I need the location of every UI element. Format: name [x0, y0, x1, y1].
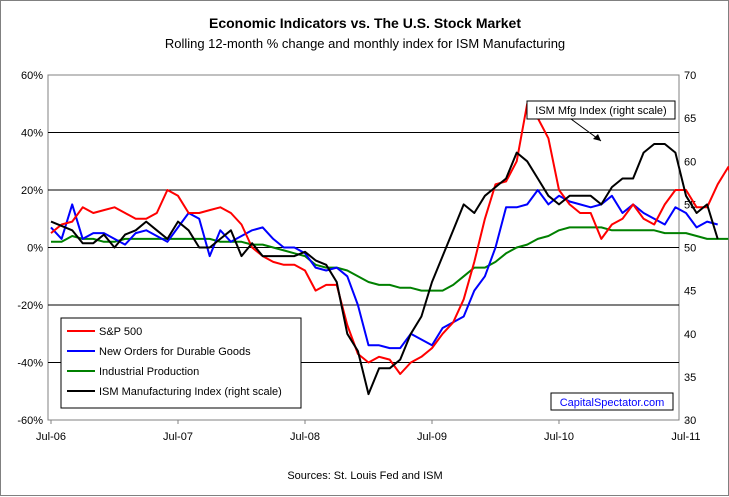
- chart-title: Economic Indicators vs. The U.S. Stock M…: [209, 15, 521, 31]
- source-note: Sources: St. Louis Fed and ISM: [287, 470, 442, 482]
- callout: ISM Mfg Index (right scale): [526, 100, 676, 142]
- legend-box: [60, 317, 302, 409]
- legend-label: S&P 500: [99, 326, 142, 338]
- x-tick-label: Jul-06: [36, 431, 66, 443]
- left-tick-label: 60%: [21, 70, 43, 82]
- legend-label: New Orders for Durable Goods: [99, 346, 251, 358]
- right-tick-label: 70: [684, 70, 696, 82]
- right-tick-label: 50: [684, 243, 696, 255]
- right-tick-label: 30: [684, 415, 696, 427]
- right-tick-label: 45: [684, 286, 696, 298]
- right-tick-label: 35: [684, 372, 696, 384]
- legend: S&P 500 New Orders for Durable Goods Indus…: [60, 317, 302, 409]
- series-line-new-orders-for-durable-goods: [50, 189, 718, 350]
- right-tick-label: 60: [684, 156, 696, 168]
- left-tick-label: -40%: [17, 358, 43, 370]
- right-tick-label: 40: [684, 329, 696, 341]
- left-tick-label: -60%: [17, 415, 43, 427]
- callout-arrow-head: [593, 134, 601, 141]
- watermark: CapitalSpectator.com: [550, 392, 674, 411]
- callout-box: [526, 100, 676, 120]
- x-tick-label: Jul-07: [163, 431, 193, 443]
- left-tick-label: 0%: [27, 243, 43, 255]
- watermark-box: [550, 392, 674, 411]
- chart-subtitle: Rolling 12-month % change and monthly in…: [165, 36, 565, 51]
- left-axis-ticks: 60% 40% 20% 0% -20% -40% -60%: [17, 70, 43, 427]
- series-line-s-p-500: [50, 102, 729, 375]
- x-tick-label: Jul-11: [671, 431, 700, 443]
- x-tick-label: Jul-10: [544, 431, 574, 443]
- legend-label: Industrial Production: [99, 366, 199, 378]
- left-tick-label: 20%: [21, 185, 43, 197]
- callout-text: ISM Mfg Index (right scale): [535, 105, 666, 117]
- watermark-text: CapitalSpectator.com: [560, 397, 665, 409]
- right-tick-label: 65: [684, 113, 696, 125]
- series-line-ism-manufacturing-index-right-scale: [50, 143, 719, 396]
- left-tick-label: -20%: [17, 300, 43, 312]
- x-axis-ticks: Jul-06 Jul-07 Jul-08 Jul-09 Jul-10 Jul-11: [36, 420, 701, 443]
- x-tick-label: Jul-09: [417, 431, 447, 443]
- series-lines: [50, 102, 729, 396]
- legend-label: ISM Manufacturing Index (right scale): [99, 386, 282, 398]
- x-tick-label: Jul-08: [290, 431, 320, 443]
- left-tick-label: 40%: [21, 128, 43, 140]
